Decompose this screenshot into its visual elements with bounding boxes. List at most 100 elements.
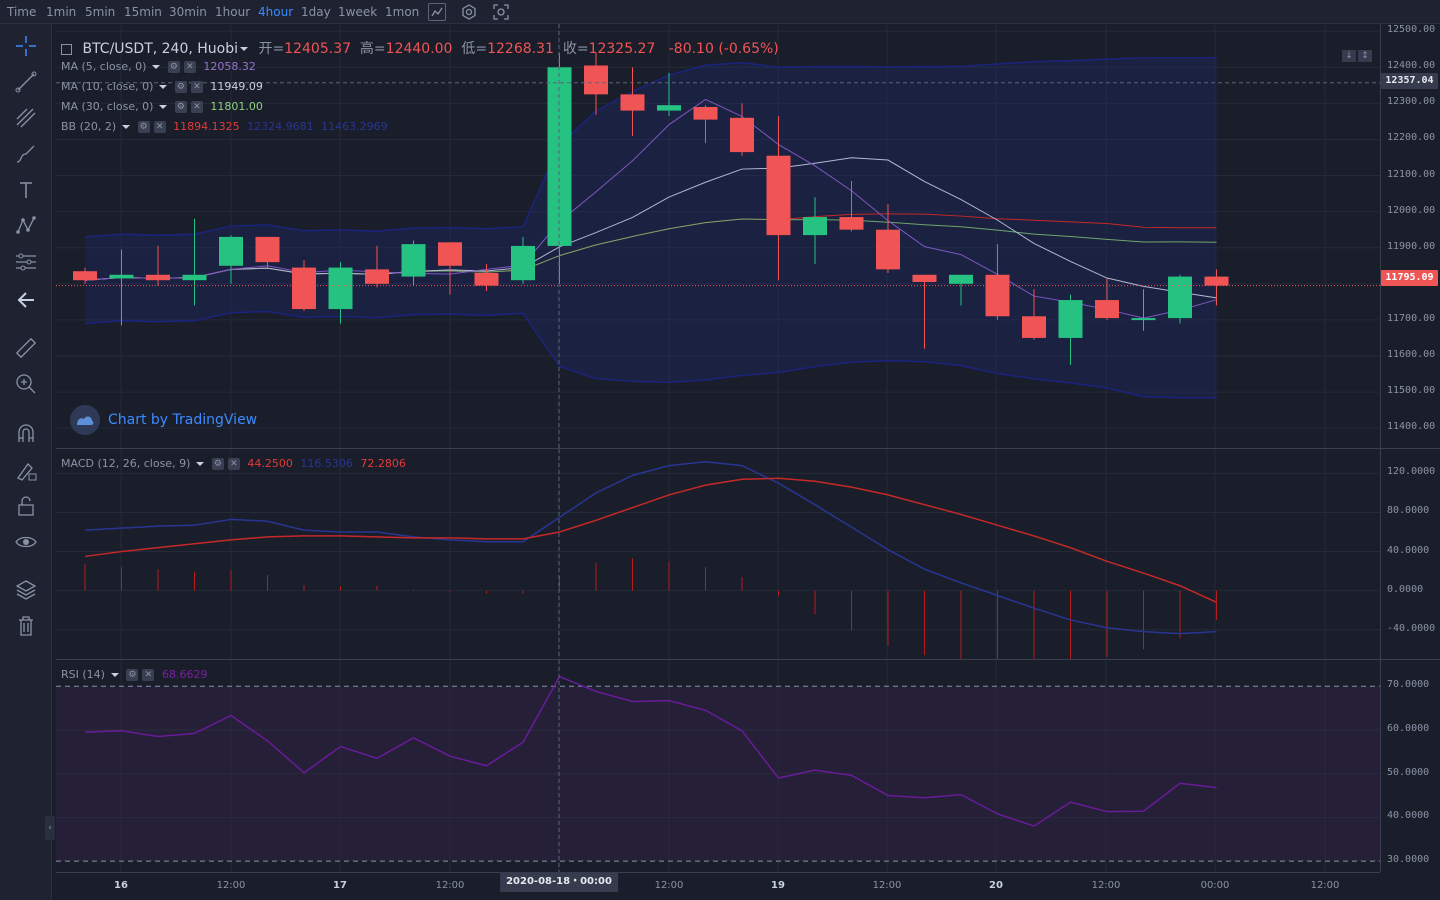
ma5-settings-icon[interactable]: ⚙ [167, 61, 180, 73]
collapse-toolbar-button[interactable]: ‹ [45, 816, 55, 840]
magnet-icon[interactable] [12, 420, 40, 448]
candle-body [803, 217, 827, 236]
bb-basis-value: 11894.1325 [173, 120, 240, 133]
legend-ma30[interactable]: MA (30, close, 0) ⚙ ✕ 11801.00 [61, 100, 267, 113]
interval-1week[interactable]: 1week [338, 5, 378, 19]
eye-icon[interactable] [12, 528, 40, 556]
rsi-line [84, 675, 1217, 827]
interval-1min[interactable]: 1min [46, 5, 77, 19]
ma10-dropdown-icon[interactable] [159, 85, 168, 89]
prediction-icon[interactable] [12, 248, 40, 276]
ma10-settings-icon[interactable]: ⚙ [174, 81, 187, 93]
candle-body [292, 267, 316, 310]
ma30-close-icon[interactable]: ✕ [190, 101, 203, 113]
interval-1mon[interactable]: 1mon [385, 5, 420, 19]
rsi-pane[interactable] [56, 660, 1380, 872]
candle-body [766, 155, 791, 236]
brush-icon[interactable] [12, 140, 40, 168]
candle-body [511, 245, 535, 281]
candle-body [839, 217, 864, 230]
pane-separator[interactable] [56, 659, 1440, 660]
candle-body [1131, 318, 1156, 321]
candle-body [985, 274, 1010, 317]
ma30-settings-icon[interactable]: ⚙ [174, 101, 187, 113]
macd-axis[interactable]: 120.0000 80.0000 40.0000 0.0000 -40.0000 [1380, 449, 1440, 659]
pane-scroll-up-icon[interactable]: ↕ [1358, 50, 1372, 62]
candle-body [657, 105, 681, 111]
legend-ma10[interactable]: MA (10, close, 0) ⚙ ✕ 11949.09 [61, 80, 267, 93]
candle-body [109, 274, 134, 279]
candle-body [73, 271, 97, 281]
rsi-value: 68.6629 [161, 668, 208, 681]
low-label: 低= [461, 41, 488, 57]
zoom-in-icon[interactable] [12, 370, 40, 398]
candle-body [1168, 276, 1192, 319]
price-tick: 12000.00 [1387, 204, 1436, 216]
rsi-axis[interactable]: 70.0000 60.0000 50.0000 40.0000 30.0000 [1380, 660, 1440, 872]
ma30-dropdown-icon[interactable] [159, 105, 168, 109]
interval-4hour[interactable]: 4hour [258, 5, 294, 19]
legend-macd[interactable]: MACD (12, 26, close, 9) ⚙ ✕ 44.2500 116.5… [61, 457, 410, 470]
time-tick: 12:00 [872, 880, 902, 891]
bb-dropdown-icon[interactable] [122, 125, 131, 129]
collapse-legend-icon[interactable] [61, 43, 72, 55]
rsi-tick: 50.0000 [1387, 766, 1430, 778]
crosshair-price-label: 12357.04 [1381, 73, 1438, 89]
price-tick: 12100.00 [1387, 168, 1436, 180]
rsi-settings-icon[interactable]: ⚙ [126, 669, 139, 681]
trend-line-icon[interactable] [12, 68, 40, 96]
price-tick: 12500.00 [1387, 24, 1436, 36]
crosshair-icon[interactable] [12, 32, 40, 60]
pane-separator[interactable] [56, 448, 1440, 449]
ma10-close-icon[interactable]: ✕ [190, 81, 203, 93]
bb-settings-icon[interactable]: ⚙ [137, 121, 150, 133]
bb-upper-line [84, 57, 1217, 238]
candle-body [328, 267, 353, 310]
trash-icon[interactable] [12, 612, 40, 640]
back-arrow-icon[interactable] [12, 286, 40, 314]
tradingview-logo-icon [70, 405, 100, 435]
layers-icon[interactable] [12, 576, 40, 604]
price-pane[interactable] [56, 24, 1380, 448]
ma5-close-icon[interactable]: ✕ [183, 61, 196, 73]
unlock-icon[interactable] [12, 492, 40, 520]
candle-body [146, 274, 170, 281]
legend-ma5[interactable]: MA (5, close, 0) ⚙ ✕ 12058.32 [61, 60, 260, 73]
indicator-icon[interactable] [428, 3, 446, 21]
tradingview-watermark[interactable]: Chart by TradingView [70, 405, 257, 435]
macd-close-icon[interactable]: ✕ [227, 458, 240, 470]
bb-lower-value: 11463.2969 [321, 120, 388, 133]
interval-30min[interactable]: 30min [169, 5, 207, 19]
symbol-dropdown-icon[interactable] [240, 47, 249, 51]
fib-icon[interactable] [12, 104, 40, 132]
legend-rsi[interactable]: RSI (14) ⚙ ✕ 68.6629 [61, 668, 211, 681]
macd-signal-line [84, 477, 1217, 604]
pattern-icon[interactable] [12, 212, 40, 240]
lock-drawing-icon[interactable] [12, 456, 40, 484]
settings-icon[interactable] [460, 3, 478, 21]
rsi-dropdown-icon[interactable] [110, 673, 119, 677]
symbol-name[interactable]: BTC/USDT, 240, Huobi [82, 41, 239, 57]
close-value: 12325.27 [588, 41, 656, 57]
price-axis[interactable]: 12500.00 12400.00 12300.00 12200.00 12100.00… [1380, 24, 1440, 448]
macd-dropdown-icon[interactable] [196, 462, 205, 466]
ruler-icon[interactable] [12, 334, 40, 362]
legend-bb[interactable]: BB (20, 2) ⚙ ✕ 11894.1325 12324.9681 1146… [61, 120, 392, 133]
interval-1day[interactable]: 1day [301, 5, 331, 19]
interval-5min[interactable]: 5min [85, 5, 116, 19]
macd-pane[interactable] [56, 449, 1380, 659]
interval-1hour[interactable]: 1hour [215, 5, 251, 19]
text-icon[interactable] [12, 176, 40, 204]
time-tick: 12:00 [654, 880, 684, 891]
ma5-dropdown-icon[interactable] [152, 65, 161, 69]
time-axis[interactable]: 16 12:00 17 12:00 12:00 19 12:00 20 12:0… [56, 872, 1380, 900]
candle-body [730, 117, 754, 153]
bb-close-icon[interactable]: ✕ [153, 121, 166, 133]
rsi-close-icon[interactable]: ✕ [142, 669, 155, 681]
pane-scroll-down-icon[interactable]: ↓ [1342, 50, 1356, 62]
screenshot-icon[interactable] [492, 3, 510, 21]
interval-15min[interactable]: 15min [124, 5, 162, 19]
macd-label: MACD (12, 26, close, 9) [61, 457, 191, 470]
macd-settings-icon[interactable]: ⚙ [211, 458, 224, 470]
time-tick: 17 [333, 880, 347, 891]
